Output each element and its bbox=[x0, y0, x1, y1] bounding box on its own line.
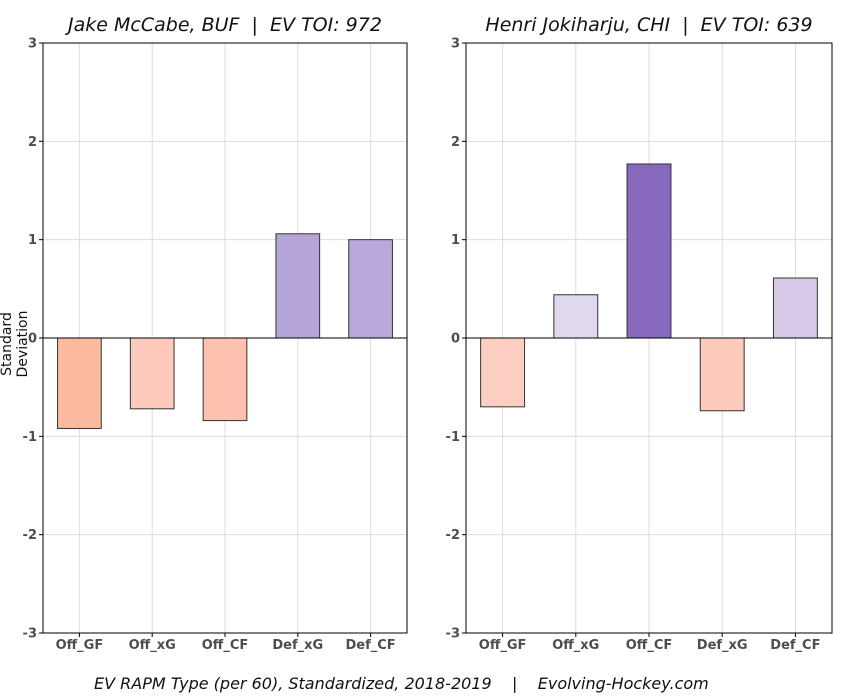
left-bar-off-cf bbox=[202, 337, 248, 422]
right-xtick-label: Off_CF bbox=[626, 638, 673, 653]
right-ytick-label: 0 bbox=[451, 332, 460, 347]
left-ytick-label: 3 bbox=[28, 37, 37, 52]
right-xtick-label: Off_xG bbox=[552, 638, 599, 653]
right-bar-def-cf bbox=[772, 277, 818, 339]
left-ytick-label: 0 bbox=[28, 332, 37, 347]
left-ytick-label: -2 bbox=[23, 528, 37, 543]
left-bar-def-xg bbox=[275, 233, 321, 339]
left-ytick-label: 2 bbox=[28, 135, 37, 150]
right-xtick-label: Def_CF bbox=[770, 638, 820, 653]
left-bar-off-xg bbox=[129, 337, 175, 410]
left-bar-off-gf bbox=[57, 337, 102, 429]
left-ytick-label: -1 bbox=[23, 430, 37, 445]
left-xtick-label: Off_CF bbox=[202, 638, 249, 653]
right-bar-def-xg bbox=[699, 337, 745, 412]
right-bar-off-gf bbox=[480, 337, 526, 408]
right-ytick-label: -1 bbox=[446, 430, 460, 445]
right-ytick-label: -2 bbox=[446, 528, 460, 543]
left-xtick-label: Off_GF bbox=[56, 638, 104, 653]
right-bar-off-cf bbox=[626, 163, 672, 339]
left-xtick-label: Off_xG bbox=[129, 638, 176, 653]
chart-title-right: Henri Jokiharju, CHI | EV TOI: 639 bbox=[485, 14, 813, 36]
right-ytick-label: 3 bbox=[451, 37, 460, 52]
right-ytick-label: -3 bbox=[446, 627, 460, 642]
chart-caption: EV RAPM Type (per 60), Standardized, 201… bbox=[94, 674, 709, 693]
right-ytick-label: 2 bbox=[451, 135, 460, 150]
chart-title-left: Jake McCabe, BUF | EV TOI: 972 bbox=[68, 14, 382, 36]
left-xtick-label: Def_xG bbox=[272, 638, 323, 653]
right-bar-off-xg bbox=[553, 294, 599, 339]
right-xtick-label: Def_xG bbox=[697, 638, 748, 653]
right-xtick-label: Off_GF bbox=[479, 638, 527, 653]
left-bar-def-cf bbox=[348, 239, 393, 339]
left-ytick-label: 1 bbox=[28, 233, 37, 248]
right-ytick-label: 1 bbox=[451, 233, 460, 248]
left-ytick-label: -3 bbox=[23, 627, 37, 642]
left-xtick-label: Def_CF bbox=[346, 638, 396, 653]
